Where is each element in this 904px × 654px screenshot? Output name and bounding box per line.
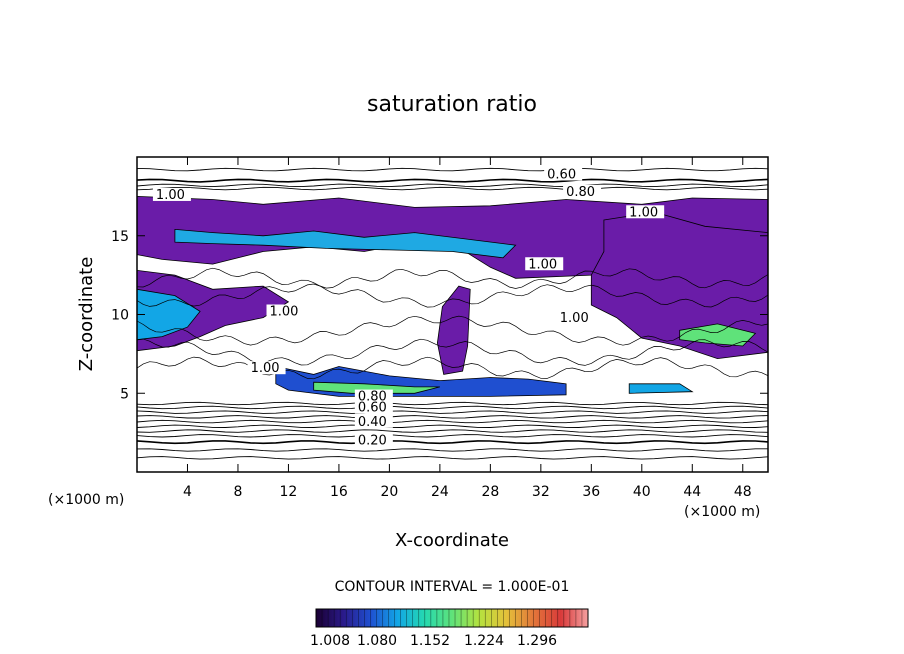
x-tick-label: 28 (481, 484, 499, 500)
contour-label-bg (563, 184, 602, 198)
y-tick-label: 15 (111, 229, 129, 245)
contour-line (137, 167, 768, 172)
contour-line (137, 178, 768, 183)
region-1 (174, 228, 517, 259)
contour-line (137, 401, 768, 406)
colorbar: 1.008 1.080 1.152 1.224 1.296 (310, 608, 589, 649)
region-2 (590, 211, 768, 360)
contour-lines (137, 167, 768, 460)
contour-line (137, 315, 768, 346)
x-tick-label: 36 (582, 484, 600, 500)
x-tick-label: 4 (183, 484, 192, 500)
plot-area: 0.600.801.001.001.001.00 1.001.000.800.60… (137, 157, 768, 472)
region-9 (628, 383, 694, 394)
y-axis: 5 10 15 (111, 229, 768, 402)
contour-label-bg (354, 389, 393, 403)
contour-label: 1.00 (156, 188, 185, 203)
contour-line (137, 429, 768, 433)
colorbar-ramp (316, 609, 588, 627)
region-8 (313, 381, 440, 394)
contour-line (137, 440, 768, 445)
x-tick-label: 32 (532, 484, 550, 500)
colorbar-stripes (321, 609, 583, 627)
contour-line (137, 338, 768, 366)
y-axis-label: Z-coordinate (76, 257, 97, 372)
contour-label: 1.00 (270, 305, 299, 320)
x-tick-label: 48 (734, 484, 752, 500)
colorbar-frame (315, 608, 589, 628)
contour-line (137, 424, 768, 428)
x-axis: 4 8 12 16 20 24 28 32 36 40 44 48 (183, 157, 752, 500)
contour-line (137, 415, 768, 419)
contour-label: 0.80 (566, 185, 595, 200)
contour-labels: 0.600.801.001.001.001.00 1.001.000.800.60… (152, 167, 665, 449)
contour-label-bg (266, 304, 305, 318)
supersaturation-regions (137, 195, 768, 397)
contour-label: 0.60 (358, 401, 387, 416)
contour-label-bg (354, 400, 393, 414)
contour-label: 0.40 (358, 415, 387, 430)
y-tick-label: 10 (111, 308, 129, 324)
contour-label: 1.00 (560, 311, 589, 326)
contour-line (137, 267, 768, 289)
region-5 (137, 288, 201, 341)
contour-label: 1.00 (629, 205, 658, 220)
contour-label-bg (354, 433, 393, 447)
contour-label-bg (354, 414, 393, 428)
x-tick-label: 16 (330, 484, 348, 500)
contour-label: 0.60 (547, 167, 576, 182)
contour-label-bg (544, 167, 583, 181)
contour-line (137, 283, 768, 308)
colorbar-tick-labels: 1.008 1.080 1.152 1.224 1.296 (310, 633, 557, 649)
x-tick-label: 12 (280, 484, 298, 500)
contour-label-bg (247, 361, 286, 375)
contour-label-bg (556, 310, 595, 324)
x-tick-label: 40 (633, 484, 651, 500)
colorbar-tick-label: 1.008 (310, 633, 350, 649)
x-tick-label: 8 (233, 484, 242, 500)
contour-line (137, 434, 768, 438)
contour-interval-note: CONTOUR INTERVAL = 1.000E-01 (335, 579, 570, 595)
x-tick-label: 20 (380, 484, 398, 500)
contour-line (137, 410, 768, 414)
contour-label: 0.20 (358, 434, 387, 449)
x-axis-label: X-coordinate (395, 530, 509, 551)
contour-label-bg (626, 205, 665, 219)
contour-line (137, 419, 768, 424)
contour-line (137, 183, 768, 188)
contour-label-bg (152, 187, 191, 201)
chart-title: saturation ratio (367, 92, 537, 117)
region-6 (436, 285, 471, 375)
contour-line (137, 448, 768, 452)
x-unit-left: (×1000 m) (48, 492, 124, 508)
colorbar-tick-label: 1.152 (410, 633, 450, 649)
contour-line (137, 356, 768, 380)
contour-label-bg (525, 257, 564, 271)
contour-line (137, 456, 768, 460)
contour-label: 1.00 (528, 257, 557, 272)
contour-label: 1.00 (251, 361, 280, 376)
y-tick-label: 5 (120, 386, 129, 402)
contour-line (137, 186, 768, 191)
colorbar-tick-label: 1.296 (517, 633, 557, 649)
colorbar-tick-label: 1.224 (464, 633, 504, 649)
x-unit-right: (×1000 m) (684, 504, 760, 520)
x-tick-label: 44 (683, 484, 701, 500)
colorbar-tick-label: 1.080 (357, 633, 397, 649)
x-tick-label: 24 (431, 484, 449, 500)
contour-line (137, 405, 768, 410)
